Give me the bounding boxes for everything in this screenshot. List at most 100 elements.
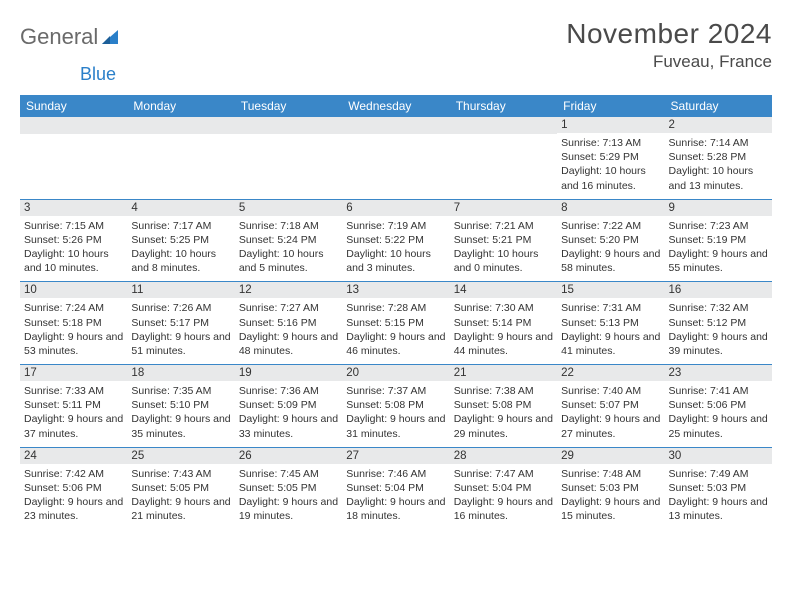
day-number: 30 bbox=[665, 447, 772, 464]
calendar-day-cell: 8Sunrise: 7:22 AMSunset: 5:20 PMDaylight… bbox=[557, 199, 664, 282]
day-info: Sunrise: 7:19 AMSunset: 5:22 PMDaylight:… bbox=[346, 219, 445, 276]
daylight-text: Daylight: 9 hours and 13 minutes. bbox=[669, 495, 768, 523]
calendar-week-row: 24Sunrise: 7:42 AMSunset: 5:06 PMDayligh… bbox=[20, 447, 772, 530]
day-number: 23 bbox=[665, 364, 772, 381]
logo: General bbox=[20, 18, 120, 50]
day-info: Sunrise: 7:32 AMSunset: 5:12 PMDaylight:… bbox=[669, 301, 768, 358]
daylight-text: Daylight: 9 hours and 37 minutes. bbox=[24, 412, 123, 440]
sunset-text: Sunset: 5:19 PM bbox=[669, 233, 768, 247]
weekday-header: Wednesday bbox=[342, 95, 449, 117]
day-info: Sunrise: 7:13 AMSunset: 5:29 PMDaylight:… bbox=[561, 136, 660, 193]
day-number: 3 bbox=[20, 199, 127, 216]
calendar-day-cell: 15Sunrise: 7:31 AMSunset: 5:13 PMDayligh… bbox=[557, 281, 664, 364]
sunrise-text: Sunrise: 7:41 AM bbox=[669, 384, 768, 398]
day-number: 18 bbox=[127, 364, 234, 381]
calendar-day-cell: 13Sunrise: 7:28 AMSunset: 5:15 PMDayligh… bbox=[342, 281, 449, 364]
day-number: 16 bbox=[665, 281, 772, 298]
calendar-day-cell: 29Sunrise: 7:48 AMSunset: 5:03 PMDayligh… bbox=[557, 447, 664, 530]
calendar-day-cell bbox=[20, 117, 127, 199]
calendar-day-cell: 12Sunrise: 7:27 AMSunset: 5:16 PMDayligh… bbox=[235, 281, 342, 364]
sunset-text: Sunset: 5:06 PM bbox=[24, 481, 123, 495]
daylight-text: Daylight: 9 hours and 21 minutes. bbox=[131, 495, 230, 523]
day-number: 17 bbox=[20, 364, 127, 381]
daylight-text: Daylight: 9 hours and 16 minutes. bbox=[454, 495, 553, 523]
calendar-day-cell: 10Sunrise: 7:24 AMSunset: 5:18 PMDayligh… bbox=[20, 281, 127, 364]
weekday-header: Monday bbox=[127, 95, 234, 117]
day-number: 29 bbox=[557, 447, 664, 464]
logo-text-2: Blue bbox=[80, 64, 116, 85]
day-number: 19 bbox=[235, 364, 342, 381]
sunrise-text: Sunrise: 7:43 AM bbox=[131, 467, 230, 481]
sunset-text: Sunset: 5:12 PM bbox=[669, 316, 768, 330]
daylight-text: Daylight: 10 hours and 0 minutes. bbox=[454, 247, 553, 275]
day-info: Sunrise: 7:46 AMSunset: 5:04 PMDaylight:… bbox=[346, 467, 445, 524]
day-number: 2 bbox=[665, 117, 772, 133]
sunset-text: Sunset: 5:04 PM bbox=[346, 481, 445, 495]
calendar-week-row: 17 Sunrise: 7:33 AMSunset: 5:11 PMDayligh… bbox=[20, 364, 772, 447]
sunrise-text: Sunrise: 7:14 AM bbox=[669, 136, 768, 150]
calendar-day-cell: 25 Sunrise: 7:43 AMSunset: 5:05 PMDayligh… bbox=[127, 447, 234, 530]
day-info: Sunrise: 7:31 AMSunset: 5:13 PMDaylight:… bbox=[561, 301, 660, 358]
daylight-text: Daylight: 9 hours and 58 minutes. bbox=[561, 247, 660, 275]
day-info: Sunrise: 7:30 AMSunset: 5:14 PMDaylight:… bbox=[454, 301, 553, 358]
sunset-text: Sunset: 5:17 PM bbox=[131, 316, 230, 330]
calendar-day-cell bbox=[342, 117, 449, 199]
day-info: Sunrise: 7:33 AMSunset: 5:11 PMDaylight:… bbox=[24, 384, 123, 441]
day-number: 22 bbox=[557, 364, 664, 381]
day-info: Sunrise: 7:45 AMSunset: 5:05 PMDaylight:… bbox=[239, 467, 338, 524]
sunrise-text: Sunrise: 7:31 AM bbox=[561, 301, 660, 315]
day-number: 14 bbox=[450, 281, 557, 298]
daylight-text: Daylight: 9 hours and 29 minutes. bbox=[454, 412, 553, 440]
daylight-text: Daylight: 10 hours and 8 minutes. bbox=[131, 247, 230, 275]
day-number: 4 bbox=[127, 199, 234, 216]
sunrise-text: Sunrise: 7:47 AM bbox=[454, 467, 553, 481]
daylight-text: Daylight: 9 hours and 51 minutes. bbox=[131, 330, 230, 358]
sunrise-text: Sunrise: 7:17 AM bbox=[131, 219, 230, 233]
day-number: 20 bbox=[342, 364, 449, 381]
day-info: Sunrise: 7:18 AMSunset: 5:24 PMDaylight:… bbox=[239, 219, 338, 276]
daylight-text: Daylight: 9 hours and 41 minutes. bbox=[561, 330, 660, 358]
calendar-day-cell: 21 Sunrise: 7:38 AMSunset: 5:08 PMDayligh… bbox=[450, 364, 557, 447]
day-number: 9 bbox=[665, 199, 772, 216]
sunset-text: Sunset: 5:20 PM bbox=[561, 233, 660, 247]
sunrise-text: Sunrise: 7:21 AM bbox=[454, 219, 553, 233]
calendar-day-cell: 26Sunrise: 7:45 AMSunset: 5:05 PMDayligh… bbox=[235, 447, 342, 530]
daylight-text: Daylight: 9 hours and 25 minutes. bbox=[669, 412, 768, 440]
calendar-day-cell: 19 Sunrise: 7:36 AMSunset: 5:09 PMDayligh… bbox=[235, 364, 342, 447]
day-number bbox=[342, 117, 449, 134]
day-number: 6 bbox=[342, 199, 449, 216]
weekday-header-row: SundayMondayTuesdayWednesdayThursdayFrid… bbox=[20, 95, 772, 117]
sunset-text: Sunset: 5:24 PM bbox=[239, 233, 338, 247]
sunrise-text: Sunrise: 7:15 AM bbox=[24, 219, 123, 233]
sunset-text: Sunset: 5:25 PM bbox=[131, 233, 230, 247]
calendar-day-cell: 1Sunrise: 7:13 AMSunset: 5:29 PMDaylight… bbox=[557, 117, 664, 199]
day-info: Sunrise: 7:43 AMSunset: 5:05 PMDaylight:… bbox=[131, 467, 230, 524]
day-number: 24 bbox=[20, 447, 127, 464]
calendar-day-cell: 3Sunrise: 7:15 AMSunset: 5:26 PMDaylight… bbox=[20, 199, 127, 282]
sunset-text: Sunset: 5:26 PM bbox=[24, 233, 123, 247]
day-number bbox=[235, 117, 342, 134]
daylight-text: Daylight: 9 hours and 44 minutes. bbox=[454, 330, 553, 358]
weekday-header: Friday bbox=[557, 95, 664, 117]
sunrise-text: Sunrise: 7:32 AM bbox=[669, 301, 768, 315]
sunset-text: Sunset: 5:03 PM bbox=[669, 481, 768, 495]
day-number: 7 bbox=[450, 199, 557, 216]
day-number: 8 bbox=[557, 199, 664, 216]
day-number: 21 bbox=[450, 364, 557, 381]
calendar-day-cell: 28Sunrise: 7:47 AMSunset: 5:04 PMDayligh… bbox=[450, 447, 557, 530]
calendar-day-cell: 2 Sunrise: 7:14 AMSunset: 5:28 PMDaylight… bbox=[665, 117, 772, 199]
day-info: Sunrise: 7:36 AMSunset: 5:09 PMDaylight:… bbox=[239, 384, 338, 441]
day-info: Sunrise: 7:35 AMSunset: 5:10 PMDaylight:… bbox=[131, 384, 230, 441]
sunset-text: Sunset: 5:08 PM bbox=[454, 398, 553, 412]
day-number: 27 bbox=[342, 447, 449, 464]
day-info: Sunrise: 7:23 AMSunset: 5:19 PMDaylight:… bbox=[669, 219, 768, 276]
sunset-text: Sunset: 5:03 PM bbox=[561, 481, 660, 495]
calendar-day-cell: 11Sunrise: 7:26 AMSunset: 5:17 PMDayligh… bbox=[127, 281, 234, 364]
sunset-text: Sunset: 5:18 PM bbox=[24, 316, 123, 330]
sunset-text: Sunset: 5:29 PM bbox=[561, 150, 660, 164]
day-info: Sunrise: 7:38 AMSunset: 5:08 PMDaylight:… bbox=[454, 384, 553, 441]
daylight-text: Daylight: 9 hours and 46 minutes. bbox=[346, 330, 445, 358]
day-number: 25 bbox=[127, 447, 234, 464]
sunrise-text: Sunrise: 7:37 AM bbox=[346, 384, 445, 398]
day-info: Sunrise: 7:14 AMSunset: 5:28 PMDaylight:… bbox=[669, 136, 768, 193]
